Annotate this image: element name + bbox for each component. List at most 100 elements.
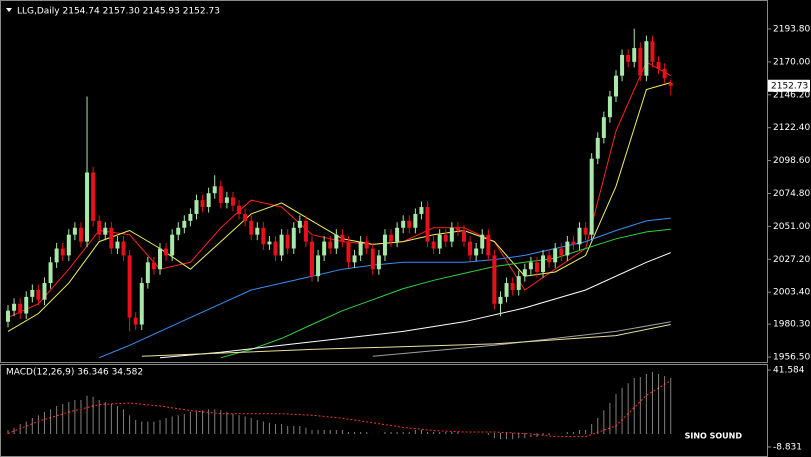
candle-body (577, 227, 582, 245)
candle-body (139, 283, 144, 325)
moving-average (220, 228, 671, 359)
moving-average (141, 324, 671, 357)
candle-body (474, 248, 479, 256)
watermark: SINO SOUND (685, 432, 743, 441)
candle-body (279, 234, 284, 256)
candle-body (230, 197, 235, 206)
candle-body (340, 234, 345, 242)
candle-body (607, 96, 612, 118)
candle-body (589, 158, 594, 235)
candle-body (158, 248, 162, 270)
candle-body (6, 310, 10, 322)
candle-body (291, 227, 296, 249)
candle-body (72, 227, 77, 235)
menu-arrow[interactable] (6, 8, 12, 12)
candle-body (541, 255, 546, 273)
candle-body (78, 227, 83, 242)
candle-body (322, 241, 327, 256)
macd-plot (7, 372, 672, 440)
y-tick-label: 2074.80 (773, 189, 810, 199)
candle-body (547, 255, 552, 263)
candle-body (516, 276, 521, 290)
candle-body (376, 255, 381, 270)
candle-body (413, 213, 418, 228)
candle-body (644, 41, 649, 76)
candle-body (255, 227, 260, 235)
price-plot (6, 28, 673, 359)
candle-body (668, 82, 673, 86)
candle-body (109, 227, 114, 249)
candle-body (48, 262, 53, 284)
y-tick-label: 2122.40 (773, 123, 810, 133)
candle-body (328, 241, 333, 249)
candle-body (237, 205, 242, 214)
price-box (768, 79, 810, 92)
candle-body (553, 248, 558, 263)
candle-body (170, 234, 175, 256)
y-tick-label: 2003.40 (773, 288, 810, 298)
candle-body (498, 296, 503, 304)
candle-body (218, 186, 223, 203)
candle-body (243, 213, 248, 221)
candle-body (620, 54, 625, 76)
price-panel (0, 0, 768, 363)
candle-body (188, 213, 193, 221)
candle-body (601, 117, 606, 138)
y-tick-label: 1956.50 (773, 353, 810, 363)
candle-body (297, 220, 302, 228)
price-title: LLG,Daily 2154.74 2157.30 2145.93 2152.7… (17, 7, 220, 17)
signal-line (7, 380, 671, 438)
candle-body (36, 289, 41, 300)
candle-body (662, 68, 667, 79)
y-tick-label: 2051.00 (773, 222, 810, 232)
candle-body (559, 248, 564, 256)
candle-body (249, 220, 254, 235)
candle-body (182, 220, 187, 228)
candle-body (626, 54, 631, 62)
candle-body (30, 289, 35, 297)
current-price: 2152.73 (771, 81, 808, 91)
candle-body (24, 296, 29, 314)
candle-body (504, 283, 509, 297)
candle-body (650, 41, 655, 62)
y-tick-label: -8.831 (773, 442, 802, 452)
candle-body (425, 207, 430, 242)
candle-body (267, 241, 272, 245)
candle-body (12, 303, 17, 311)
candle-body (455, 227, 460, 231)
candle-body (145, 262, 150, 284)
y-tick-label: 2193.80 (773, 24, 810, 34)
candle-body (443, 234, 448, 242)
candle-body (358, 241, 363, 256)
candle-body (273, 241, 278, 256)
candle-body (595, 137, 600, 159)
candle-body (486, 234, 491, 256)
candle-body (407, 220, 412, 228)
y-tick-label: 2170.00 (773, 57, 810, 67)
y-tick-label: 2098.60 (773, 156, 810, 166)
candle-body (431, 241, 436, 249)
y-tick-label: 2027.20 (773, 255, 810, 265)
y-tick-label: 41.584 (773, 366, 805, 376)
candle-body (60, 248, 65, 256)
candle-body (534, 262, 539, 273)
candle-body (164, 248, 169, 256)
candle-body (389, 234, 394, 242)
candle-body (206, 193, 211, 208)
candle-body (346, 241, 351, 263)
candle-body (395, 227, 400, 242)
candle-body (133, 317, 138, 325)
candle-body (54, 248, 59, 263)
candle-body (224, 197, 229, 203)
y-tick-label: 2146.20 (773, 90, 810, 100)
candle-body (66, 234, 71, 256)
candle-body (370, 248, 375, 270)
candle-body (468, 241, 473, 256)
candle-body (583, 227, 588, 235)
candle-body (316, 255, 321, 277)
moving-average (372, 321, 671, 357)
candle-body (334, 234, 339, 249)
candle-body (480, 234, 485, 249)
candle-body (212, 186, 217, 194)
